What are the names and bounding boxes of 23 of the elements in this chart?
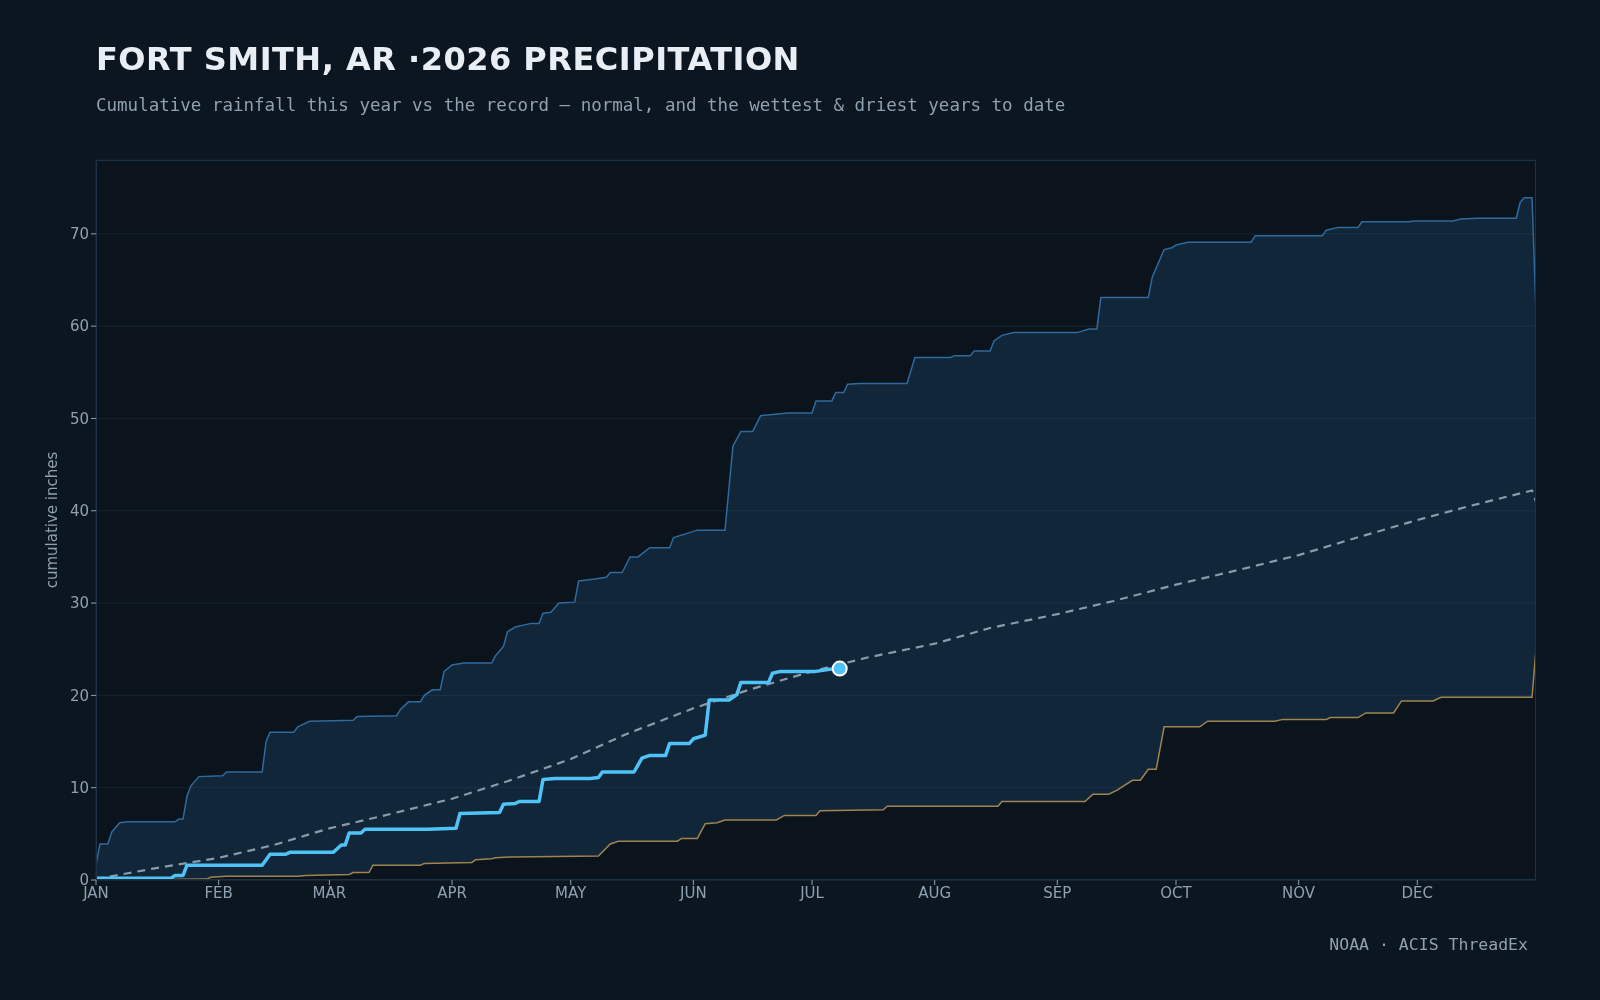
y-tick-label: 30: [69, 594, 89, 613]
x-tick-label: APR: [437, 883, 467, 902]
x-tick-label: JUL: [799, 883, 825, 902]
y-tick-label: 50: [69, 409, 89, 428]
x-tick-label: FEB: [204, 883, 233, 902]
chart-title: FORT SMITH, AR ·2026 PRECIPITATION: [96, 40, 800, 78]
x-tick-label: NOV: [1282, 883, 1316, 902]
y-tick-label: 60: [69, 317, 89, 336]
y-tick-label: 20: [69, 686, 89, 705]
chart-subtitle: Cumulative rainfall this year vs the record — normal, and the wettest & driest years to date: [96, 95, 1066, 115]
x-tick-label: OCT: [1160, 883, 1193, 902]
x-tick-label: JUN: [679, 883, 707, 902]
x-tick-label: AUG: [918, 883, 952, 902]
y-tick-label: 10: [69, 779, 89, 798]
x-tick-label: DEC: [1401, 883, 1434, 902]
x-tick-label: MAR: [312, 883, 347, 902]
x-tick-label: MAY: [555, 883, 588, 902]
text: NOAA · ACIS ThreadEx: [1329, 935, 1528, 954]
y-axis-title: cumulative inches: [43, 451, 61, 589]
x-tick-label: SEP: [1043, 883, 1072, 902]
y-tick-label: 40: [69, 502, 89, 521]
y-tick-label: 70: [69, 225, 89, 244]
y-tick-label: 0: [79, 871, 89, 890]
